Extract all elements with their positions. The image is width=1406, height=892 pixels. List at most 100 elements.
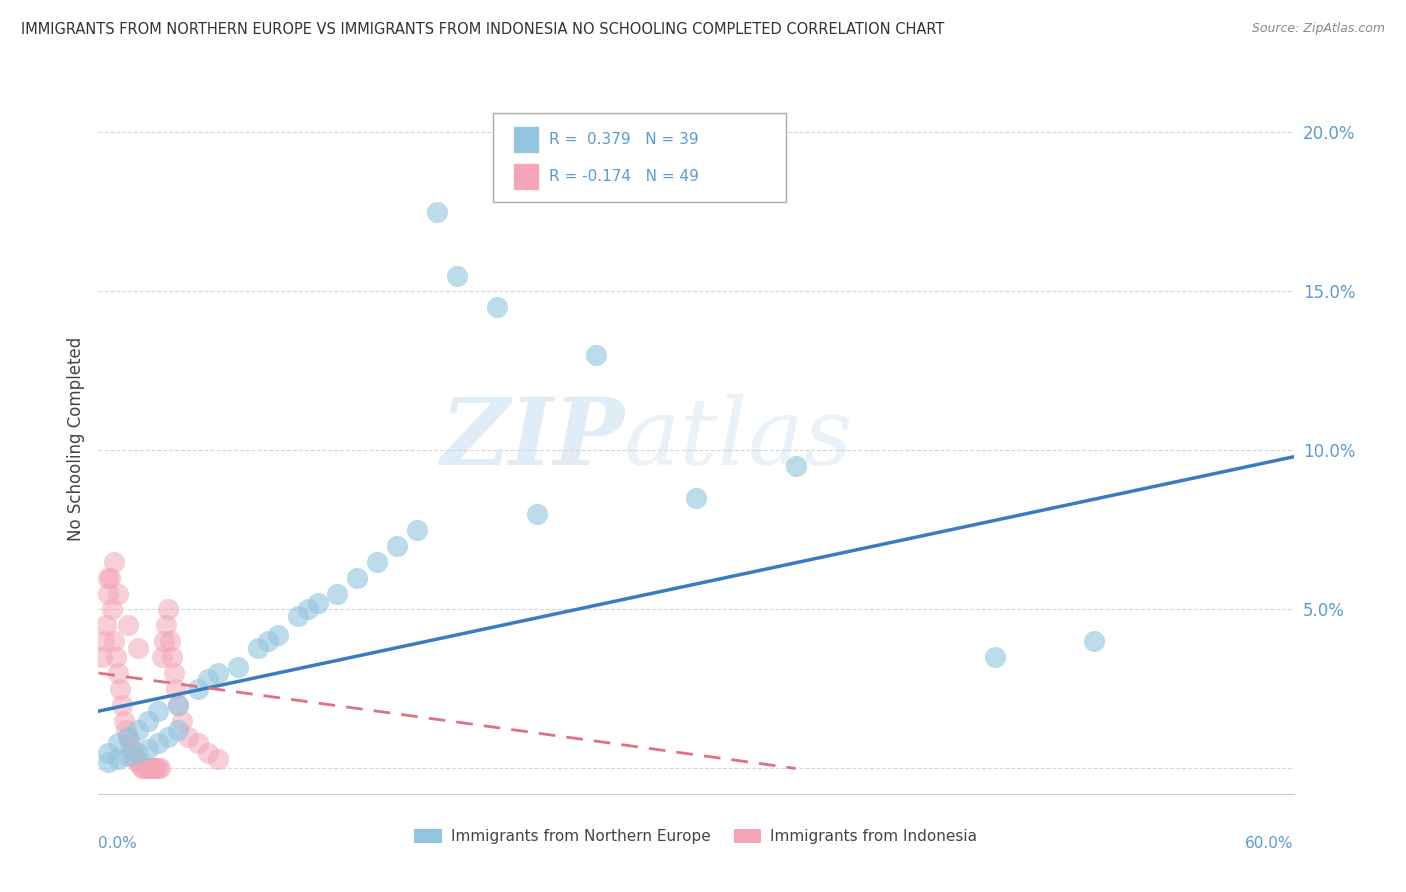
Point <box>134 761 156 775</box>
Point <box>148 761 170 775</box>
Point <box>145 761 167 775</box>
Point <box>101 602 124 616</box>
Point <box>105 650 128 665</box>
Point <box>287 608 309 623</box>
Point <box>97 755 120 769</box>
Point <box>149 761 172 775</box>
Point <box>426 205 449 219</box>
Text: ZIP: ZIP <box>440 394 624 484</box>
Text: R =  0.379   N = 39: R = 0.379 N = 39 <box>548 132 699 147</box>
Point <box>107 736 129 750</box>
Text: IMMIGRANTS FROM NORTHERN EUROPE VS IMMIGRANTS FROM INDONESIA NO SCHOOLING COMPLE: IMMIGRANTS FROM NORTHERN EUROPE VS IMMIG… <box>21 22 945 37</box>
Point <box>103 555 125 569</box>
Point <box>187 736 209 750</box>
Point <box>117 618 139 632</box>
Point <box>446 268 468 283</box>
Point <box>120 736 142 750</box>
Point <box>585 348 607 362</box>
Point <box>155 618 177 632</box>
Point <box>406 523 429 537</box>
Point <box>1083 634 1105 648</box>
Point <box>165 681 187 696</box>
Point <box>167 698 190 712</box>
Point <box>163 666 186 681</box>
Point <box>172 714 194 728</box>
Point <box>97 571 120 585</box>
Point <box>107 666 129 681</box>
Point <box>112 714 135 728</box>
Point <box>93 634 115 648</box>
Text: 0.0%: 0.0% <box>98 837 138 852</box>
Point <box>297 602 319 616</box>
Point <box>117 730 139 744</box>
Y-axis label: No Schooling Completed: No Schooling Completed <box>66 337 84 541</box>
Point <box>103 634 125 648</box>
Point <box>141 761 163 775</box>
Point <box>150 650 173 665</box>
Point <box>125 752 148 766</box>
Text: 60.0%: 60.0% <box>1246 837 1294 852</box>
Point <box>148 704 170 718</box>
Point <box>107 752 129 766</box>
Point <box>96 618 118 632</box>
Point <box>117 730 139 744</box>
Point <box>153 634 176 648</box>
Point <box>485 301 508 315</box>
Point <box>148 736 170 750</box>
Point <box>167 723 190 738</box>
FancyBboxPatch shape <box>494 113 786 202</box>
Point <box>984 650 1007 665</box>
Point <box>117 748 139 763</box>
Text: atlas: atlas <box>624 394 853 484</box>
Point <box>127 640 149 655</box>
Point <box>226 659 249 673</box>
Point <box>97 586 120 600</box>
Point <box>385 539 409 553</box>
Point <box>366 555 388 569</box>
Point <box>160 650 183 665</box>
Point <box>157 602 180 616</box>
Point <box>124 748 146 763</box>
Point <box>110 681 132 696</box>
Point <box>207 752 229 766</box>
FancyBboxPatch shape <box>513 163 540 190</box>
Text: R = -0.174   N = 49: R = -0.174 N = 49 <box>548 169 699 185</box>
FancyBboxPatch shape <box>513 126 540 153</box>
Point <box>111 698 134 712</box>
Point <box>136 714 159 728</box>
Point <box>127 723 149 738</box>
Point <box>136 742 159 756</box>
Point <box>246 640 269 655</box>
Point <box>207 666 229 681</box>
Point <box>143 761 166 775</box>
Point <box>129 758 152 772</box>
Point <box>256 634 278 648</box>
Point <box>107 586 129 600</box>
Point <box>267 628 290 642</box>
Point <box>115 723 138 738</box>
Point <box>197 673 219 687</box>
Point <box>131 761 153 775</box>
Point <box>177 730 200 744</box>
Point <box>685 491 707 505</box>
Point <box>135 761 157 775</box>
Legend: Immigrants from Northern Europe, Immigrants from Indonesia: Immigrants from Northern Europe, Immigra… <box>408 822 984 850</box>
Text: Source: ZipAtlas.com: Source: ZipAtlas.com <box>1251 22 1385 36</box>
Point <box>127 755 149 769</box>
Point <box>526 507 548 521</box>
Point <box>187 681 209 696</box>
Point <box>197 746 219 760</box>
Point <box>167 698 190 712</box>
Point <box>91 650 114 665</box>
Point <box>157 730 180 744</box>
Point <box>97 746 120 760</box>
Point <box>326 586 349 600</box>
Point <box>136 761 159 775</box>
Point <box>307 596 329 610</box>
Point <box>98 571 122 585</box>
Point <box>139 761 162 775</box>
Point <box>785 459 807 474</box>
Point <box>127 746 149 760</box>
Point <box>159 634 181 648</box>
Point <box>346 571 368 585</box>
